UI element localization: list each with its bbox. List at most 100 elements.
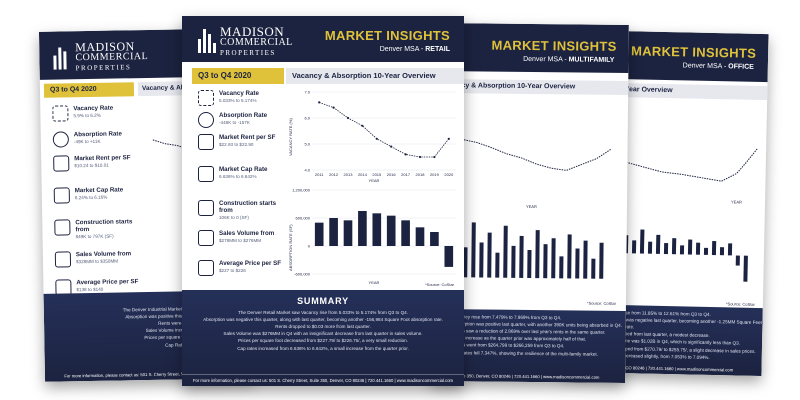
building-logo-icon — [198, 29, 216, 53]
vacancy-point — [346, 116, 350, 120]
price-tag-icon — [198, 260, 214, 276]
vacancy-point — [318, 101, 321, 104]
metric-sales: Sales Volume from $278MM to $276MM — [198, 230, 282, 246]
vacancy-point — [332, 106, 335, 109]
vacancy-x-tick: 2014 — [358, 172, 368, 177]
vacancy-axis: 4.0 5.0 6.0 7.0 2011 2012 2013 2014 2015 2016 2017… — [304, 90, 454, 178]
absorption-bar — [444, 246, 454, 267]
vacancy-series — [318, 101, 450, 159]
summary-line: Absorption was negative this quarter, al… — [203, 317, 443, 323]
vacancy-x-tick: 2020 — [444, 172, 454, 177]
sales-icon — [198, 230, 214, 246]
vacancy-x-tick: 2011 — [315, 172, 324, 177]
summary-line: Rents dropped to $0.03 more from last qu… — [275, 324, 371, 330]
metric-label: Average Price per SF — [76, 278, 139, 287]
metric-value: 5.033% to 5.174% — [219, 98, 257, 104]
metric-label: Absorption Rate — [73, 130, 122, 139]
metric-label: Absorption Rate — [219, 112, 268, 119]
market-name: Denver MSA - — [379, 46, 426, 53]
absorption-tick-label: 0 — [308, 244, 311, 249]
metric-label: Market Rent per SF — [219, 134, 276, 141]
vacancy-point — [418, 155, 422, 159]
metric-value: -448K to -157K — [219, 120, 250, 126]
metric-value: 106K to 0 (SF) — [219, 215, 249, 221]
metric-label: Average Price per SF — [219, 260, 282, 267]
logo-line2: COMMERCIAL — [75, 50, 149, 64]
absorption-icon — [52, 131, 69, 148]
multifamily-absorption-bars — [447, 222, 604, 279]
absorption-bar — [401, 220, 410, 246]
absorption-x-title: YEAR — [369, 280, 380, 285]
vacancy-tick-label: 7.0 — [304, 90, 310, 95]
metric-value: 6.636% to 6.642% — [219, 174, 257, 180]
metric-cap-rate: Market Cap Rate 6.24% to 6.16% — [53, 186, 138, 204]
company-logo: MADISON COMMERCIAL PROPERTIES — [198, 25, 293, 57]
metric-value: 849K to 797K (SF) — [75, 233, 114, 240]
market-name: Denver MSA - — [523, 55, 569, 64]
vacancy-point — [361, 124, 364, 127]
office-x-label: YEAR — [731, 199, 742, 204]
absorption-bar — [329, 218, 338, 246]
company-logo: MADISON COMMERCIAL PROPERTIES — [53, 39, 149, 73]
metric-value: $278MM to $276MM — [219, 238, 262, 244]
metric-value: 5.9% to 6.2% — [73, 112, 101, 119]
logo-line2: COMMERCIAL — [220, 37, 293, 48]
absorption-icon — [198, 112, 214, 128]
sheet-header — [182, 16, 464, 62]
vacancy-tick-label: 5.0 — [304, 142, 310, 147]
retail-sheet: MADISON COMMERCIAL PROPERTIES MARKET INS… — [182, 16, 464, 386]
market-subtitle: Denver MSA - OFFICE — [683, 62, 754, 70]
cap-rate-icon — [198, 166, 214, 182]
summary-line: Cap rates increased from 6.636% to 6.642… — [237, 345, 409, 351]
building-icon — [53, 155, 70, 172]
market-name: Denver MSA - — [682, 62, 729, 71]
sector-name: RETAIL — [425, 46, 450, 53]
sector-name: MULTIFAMILY — [568, 56, 615, 64]
market-subtitle: Denver MSA - RETAIL — [380, 46, 450, 53]
vacancy-icon — [52, 105, 69, 122]
metric-label: Market Rent per SF — [74, 154, 131, 163]
sector-name: OFFICE — [728, 63, 754, 71]
absorption-bar — [372, 213, 382, 246]
vacancy-point — [375, 137, 378, 140]
absorption-bar — [343, 220, 353, 246]
vacancy-axis-title: VACANCY RATE (%) — [288, 118, 293, 156]
metric-vacancy: Vacancy Rate 5.9% to 6.2% — [52, 104, 136, 122]
footer-contact: For more information, please contact us:… — [182, 374, 464, 386]
cap-rate-icon — [53, 187, 70, 204]
vacancy-x-tick: 2017 — [401, 172, 411, 177]
metric-label: Construction starts from — [219, 200, 277, 215]
logo-line1: MADISON — [220, 24, 285, 39]
vacancy-x-tick: 2015 — [372, 172, 382, 177]
vacancy-point — [447, 137, 450, 140]
vacancy-icon — [198, 90, 214, 106]
absorption-tick-label: -600,000 — [294, 272, 311, 277]
absorption-bar — [430, 232, 439, 246]
metric-label: Sales Volume from — [75, 250, 132, 259]
metric-price: Average Price per SF $227 to $226 — [198, 260, 282, 276]
metric-label: Market Cap Rate — [219, 166, 268, 173]
market-insights-title: MARKET INSIGHTS — [491, 37, 617, 54]
metric-construction: Construction starts from 849K to 797K (SF… — [54, 218, 138, 240]
absorption-axis: -600,000 0 600,000 1,200,000 — [292, 188, 311, 277]
logo-line3: PROPERTIES — [75, 63, 132, 73]
vacancy-tick-label: 4.0 — [304, 168, 310, 173]
metric-absorption: Absorption Rate -448K to -157K — [198, 112, 282, 128]
market-insights-title: MARKET INSIGHTS — [630, 43, 757, 61]
metric-value: $10.24 to $10.01 — [74, 162, 109, 169]
metric-label: Vacancy Rate — [219, 90, 259, 97]
vacancy-point — [433, 155, 436, 159]
metric-label: Sales Volume from — [219, 230, 275, 237]
metric-label: Construction starts from — [75, 218, 133, 234]
logo-line3: PROPERTIES — [220, 49, 276, 57]
vacancy-grid — [312, 91, 456, 171]
metric-sales: Sales Volume from $328MM to $350MM — [54, 250, 139, 268]
overview-label: Vacancy & Absorption 10-Year Overview — [286, 68, 464, 84]
absorption-tick-label: 600,000 — [296, 216, 311, 221]
metric-value: -49K to +11K — [73, 138, 101, 145]
quarter-label: Q3 to Q4 2020 — [43, 82, 135, 98]
metric-absorption: Absorption Rate -49K to +11K — [52, 130, 137, 148]
vacancy-x-tick: 2013 — [344, 172, 354, 177]
source-note: *Source: CoStar — [725, 301, 755, 307]
market-insights-title: MARKET INSIGHTS — [324, 28, 450, 43]
